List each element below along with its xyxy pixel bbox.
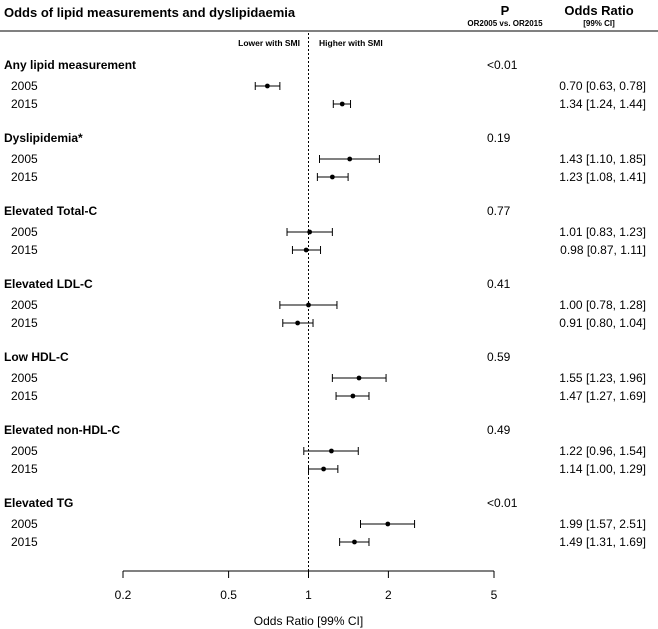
- odds-ratio-text: 1.43 [1.10, 1.85]: [559, 152, 646, 166]
- point-estimate: [347, 156, 353, 162]
- forest-rows: Any lipid measurement <0.01 2005 0.70 [0.63…: [4, 58, 646, 549]
- row-year-label: 2005: [11, 225, 38, 239]
- row-year-label: 2005: [11, 298, 38, 312]
- p-value: 0.49: [487, 423, 511, 437]
- point-estimate: [321, 466, 327, 472]
- point-estimate: [352, 539, 357, 545]
- x-tick-label: 2: [385, 588, 392, 602]
- row-year-label: 2005: [11, 79, 38, 93]
- odds-ratio-text: 1.14 [1.00, 1.29]: [559, 462, 646, 476]
- group-label: Low HDL-C: [4, 350, 69, 364]
- point-estimate: [329, 174, 335, 180]
- odds-ratio-text: 1.00 [0.78, 1.28]: [559, 298, 646, 312]
- odds-ratio-text: 1.01 [0.83, 1.23]: [559, 225, 646, 239]
- row-year-label: 2015: [11, 316, 38, 330]
- x-tick-label: 1: [305, 588, 312, 602]
- odds-ratio-text: 1.99 [1.57, 2.51]: [559, 517, 646, 531]
- point-estimate: [350, 393, 356, 399]
- point-estimate: [339, 101, 345, 107]
- x-tick-label: 0.2: [115, 588, 132, 602]
- p-column-subheader: OR2005 vs. OR2015: [467, 19, 543, 28]
- row-year-label: 2015: [11, 535, 38, 549]
- row-year-label: 2015: [11, 243, 38, 257]
- odds-ratio-text: 0.70 [0.63, 0.78]: [559, 79, 646, 93]
- group-label: Elevated TG: [4, 496, 73, 510]
- p-value: 0.41: [487, 277, 511, 291]
- point-estimate: [303, 247, 309, 253]
- row-year-label: 2015: [11, 389, 38, 403]
- or-column-subheader: [99% CI]: [583, 19, 615, 28]
- odds-ratio-text: 0.91 [0.80, 1.04]: [559, 316, 646, 330]
- row-year-label: 2015: [11, 170, 38, 184]
- odds-ratio-text: 1.47 [1.27, 1.69]: [559, 389, 646, 403]
- direction-label-higher: Higher with SMI: [319, 38, 383, 48]
- chart-title: Odds of lipid measurements and dyslipida…: [4, 5, 296, 20]
- odds-ratio-text: 1.23 [1.08, 1.41]: [559, 170, 646, 184]
- row-year-label: 2005: [11, 152, 38, 166]
- odds-ratio-text: 1.34 [1.24, 1.44]: [559, 97, 646, 111]
- odds-ratio-text: 1.55 [1.23, 1.96]: [559, 371, 646, 385]
- or-column-header: Odds Ratio: [564, 3, 633, 18]
- point-estimate: [329, 448, 334, 454]
- row-year-label: 2005: [11, 371, 38, 385]
- group-label: Elevated LDL-C: [4, 277, 93, 291]
- group-label: Any lipid measurement: [4, 58, 136, 72]
- p-value: <0.01: [487, 58, 518, 72]
- group-label: Elevated Total-C: [4, 204, 97, 218]
- point-estimate: [295, 320, 301, 326]
- x-tick-label: 5: [491, 588, 498, 602]
- x-tick-label: 0.5: [220, 588, 237, 602]
- point-estimate: [385, 521, 391, 527]
- p-value: <0.01: [487, 496, 518, 510]
- point-estimate: [307, 229, 313, 235]
- point-estimate: [356, 375, 362, 381]
- row-year-label: 2005: [11, 517, 38, 531]
- p-value: 0.77: [487, 204, 511, 218]
- group-label: Dyslipidemia*: [4, 131, 83, 145]
- x-axis-label: Odds Ratio [99% CI]: [254, 614, 363, 628]
- direction-label-lower: Lower with SMI: [238, 38, 300, 48]
- row-year-label: 2015: [11, 97, 38, 111]
- p-value: 0.59: [487, 350, 511, 364]
- point-estimate: [264, 83, 270, 89]
- group-label: Elevated non-HDL-C: [4, 423, 120, 437]
- x-axis: 0.2 0.5 1 2 5 Odds Ratio [99% CI]: [115, 33, 498, 628]
- p-column-header: P: [501, 3, 510, 18]
- odds-ratio-text: 1.49 [1.31, 1.69]: [559, 535, 646, 549]
- odds-ratio-text: 0.98 [0.87, 1.11]: [560, 243, 646, 257]
- p-value: 0.19: [487, 131, 511, 145]
- row-year-label: 2005: [11, 444, 38, 458]
- odds-ratio-text: 1.22 [0.96, 1.54]: [559, 444, 646, 458]
- row-year-label: 2015: [11, 462, 38, 476]
